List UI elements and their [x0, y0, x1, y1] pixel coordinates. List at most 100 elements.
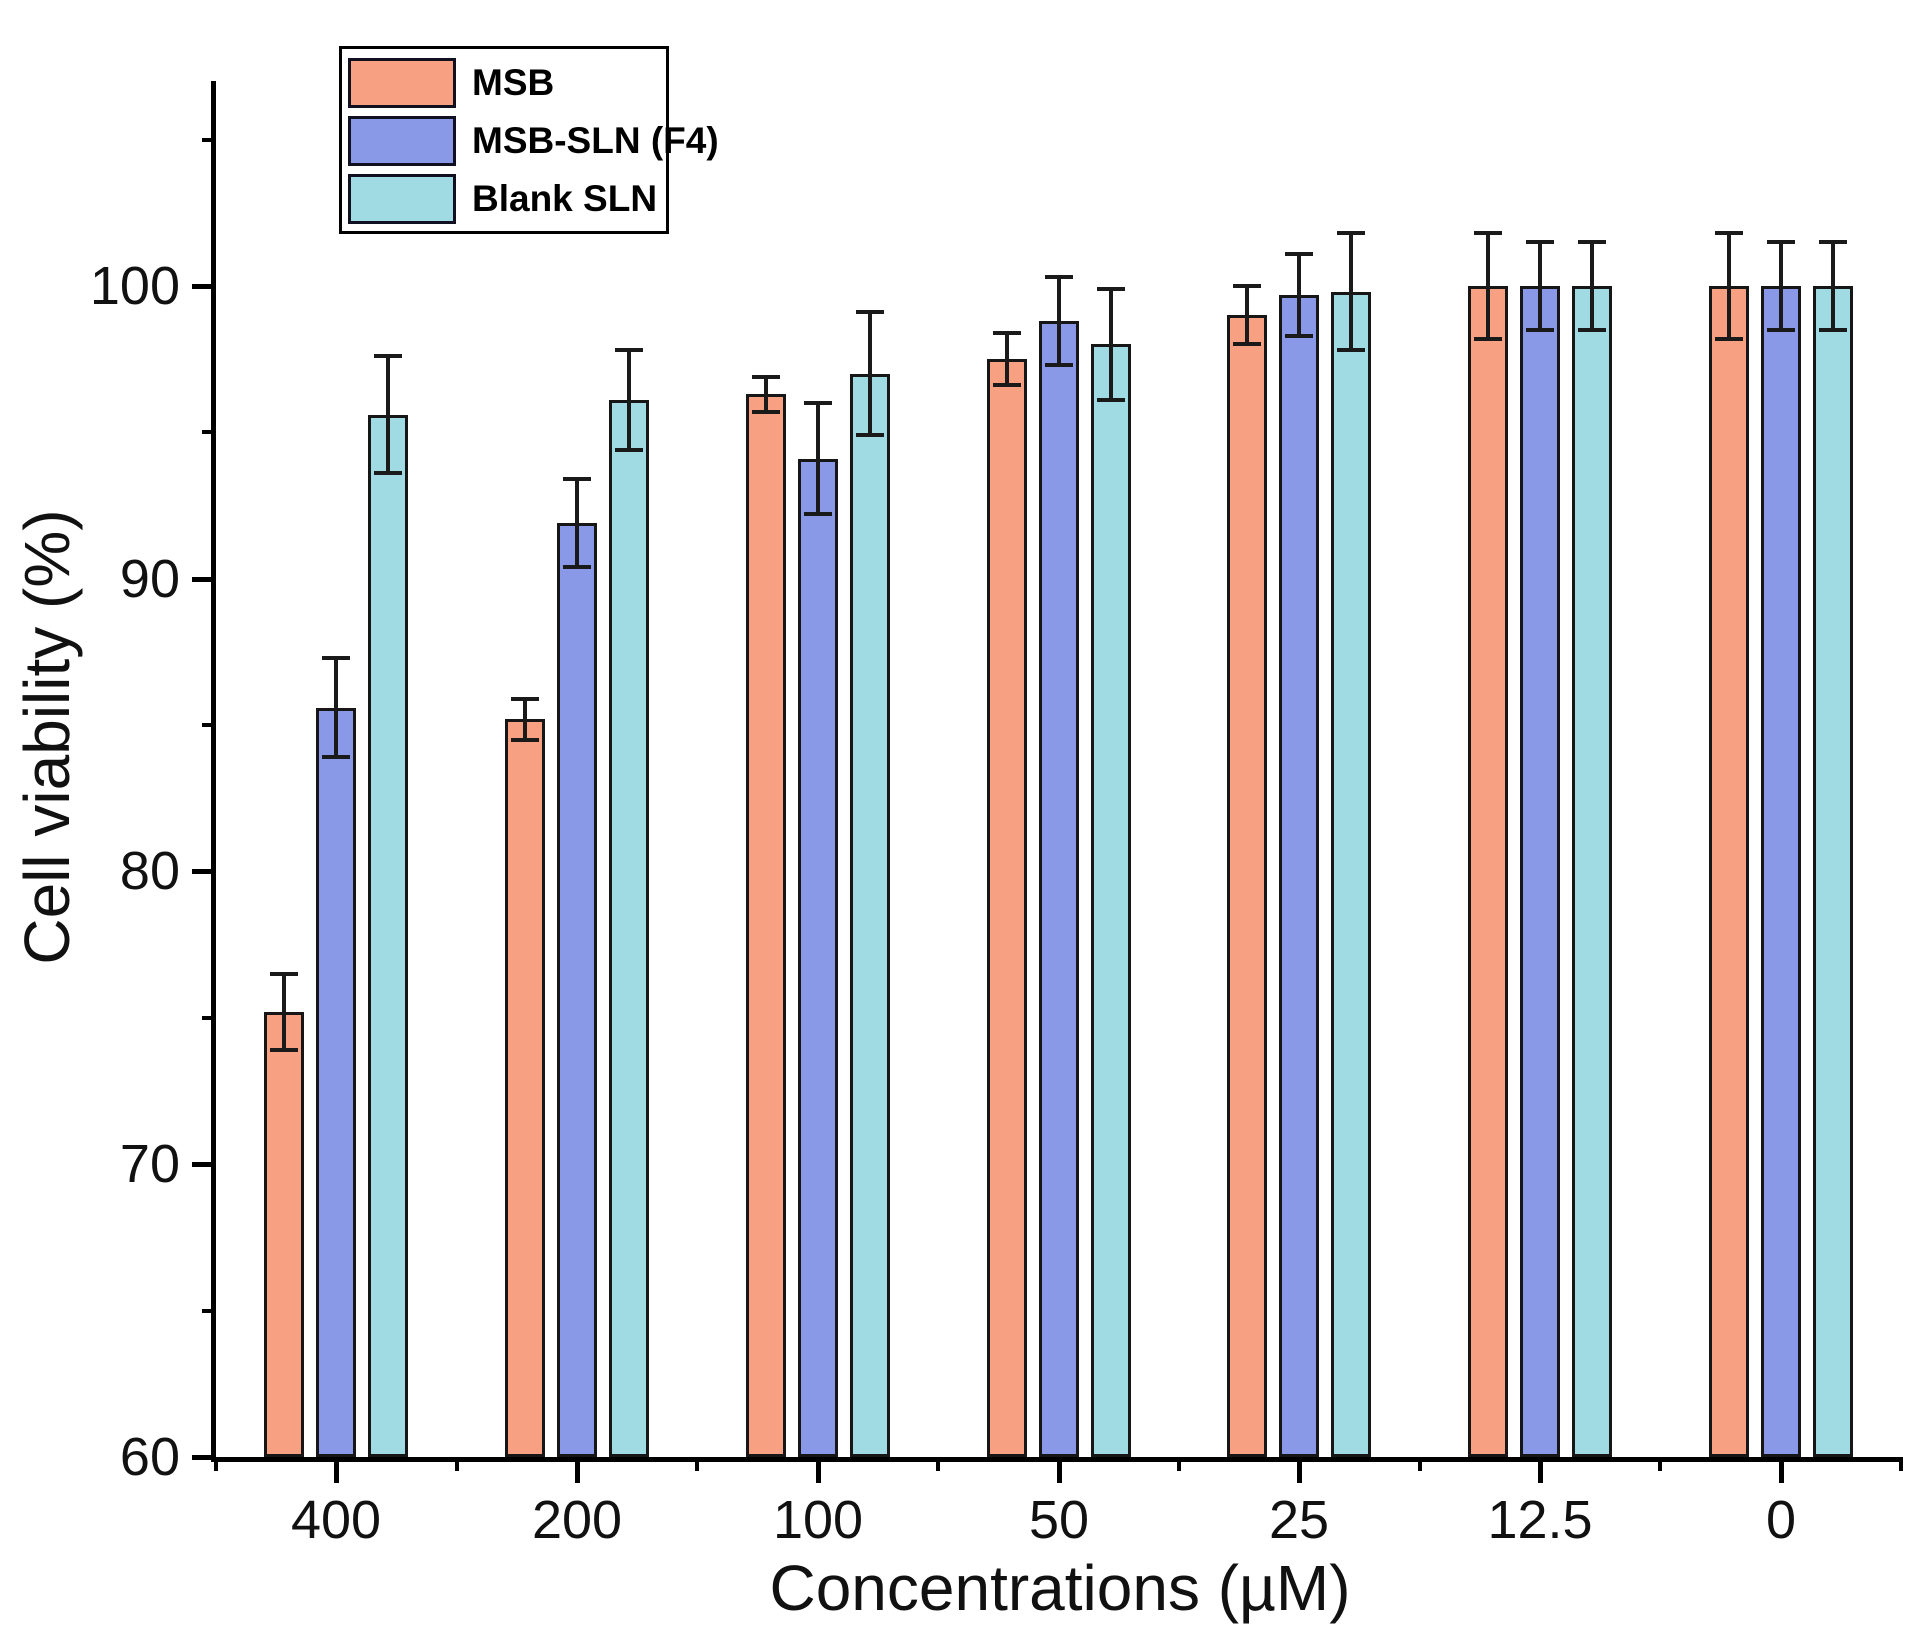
- x-tick-label-12.5: 12.5: [1487, 1490, 1593, 1550]
- x-minor-tick-0: [214, 1457, 218, 1471]
- bar-blank-sln-12.5: [1572, 286, 1612, 1457]
- legend-item-blank-sln: Blank SLN: [348, 170, 666, 228]
- error-bar-msb-400: [282, 974, 286, 1050]
- error-bar-msb-sln-f4-100-cap-bottom: [804, 512, 832, 516]
- x-major-tick-50: [1057, 1457, 1062, 1483]
- error-bar-blank-sln-200: [627, 350, 631, 450]
- error-bar-msb-sln-f4-400-cap-top: [322, 656, 350, 660]
- y-minor-tick-95: [202, 430, 216, 434]
- error-bar-msb-50-cap-bottom: [993, 383, 1021, 387]
- error-bar-msb-sln-f4-200-cap-bottom: [563, 565, 591, 569]
- error-bar-msb-200: [523, 699, 527, 740]
- error-bar-msb-100: [764, 377, 768, 412]
- error-bar-blank-sln-50-cap-top: [1097, 287, 1125, 291]
- error-bar-blank-sln-25: [1349, 233, 1353, 350]
- bar-msb-sln-f4-25: [1279, 295, 1319, 1457]
- x-minor-tick-7: [1899, 1457, 1903, 1471]
- x-minor-tick-5: [1418, 1457, 1422, 1471]
- error-bar-msb-sln-f4-0: [1779, 242, 1783, 330]
- y-tick-label-80: 80: [119, 841, 180, 901]
- error-bar-blank-sln-200-cap-top: [615, 348, 643, 352]
- error-bar-msb-sln-f4-12.5-cap-top: [1526, 240, 1554, 244]
- y-major-tick-80: [192, 869, 216, 874]
- bar-msb-sln-f4-12.5: [1520, 286, 1560, 1457]
- error-bar-msb-sln-f4-25: [1297, 254, 1301, 336]
- y-axis-title: Cell viability (%): [11, 509, 83, 965]
- bar-blank-sln-50: [1091, 344, 1131, 1457]
- legend-item-msb: MSB: [348, 54, 666, 112]
- x-major-tick-0: [1779, 1457, 1784, 1483]
- x-minor-tick-1: [455, 1457, 459, 1471]
- error-bar-blank-sln-100: [868, 312, 872, 435]
- error-bar-msb-200-cap-top: [511, 697, 539, 701]
- legend: MSB MSB-SLN (F4) Blank SLN: [339, 46, 719, 234]
- x-minor-tick-2: [695, 1457, 699, 1471]
- x-minor-tick-4: [1177, 1457, 1181, 1471]
- error-bar-msb-400-cap-bottom: [270, 1048, 298, 1052]
- error-bar-blank-sln-100-cap-bottom: [856, 433, 884, 437]
- x-major-tick-12.5: [1538, 1457, 1543, 1483]
- error-bar-msb-12.5-cap-bottom: [1474, 337, 1502, 341]
- bar-msb-25: [1227, 315, 1267, 1457]
- error-bar-msb-sln-f4-50-cap-bottom: [1045, 363, 1073, 367]
- bar-msb-sln-f4-400: [316, 708, 356, 1457]
- error-bar-blank-sln-12.5-cap-bottom: [1578, 328, 1606, 332]
- error-bar-msb-0-cap-top: [1715, 231, 1743, 235]
- error-bar-blank-sln-25-cap-top: [1337, 231, 1365, 235]
- x-tick-label-100: 100: [772, 1490, 864, 1550]
- error-bar-msb-sln-f4-12.5-cap-bottom: [1526, 328, 1554, 332]
- error-bar-blank-sln-100-cap-top: [856, 310, 884, 314]
- legend-item-msb-sln-f4: MSB-SLN (F4): [348, 112, 719, 170]
- error-bar-msb-sln-f4-0-cap-top: [1767, 240, 1795, 244]
- error-bar-msb-400-cap-top: [270, 972, 298, 976]
- error-bar-blank-sln-0-cap-top: [1819, 240, 1847, 244]
- legend-swatch-msb: [348, 58, 456, 108]
- legend-swatch-blank-sln: [348, 174, 456, 224]
- error-bar-msb-sln-f4-400-cap-bottom: [322, 755, 350, 759]
- y-minor-tick-65: [202, 1309, 216, 1313]
- error-bar-msb-25-cap-bottom: [1233, 342, 1261, 346]
- error-bar-blank-sln-0-cap-bottom: [1819, 328, 1847, 332]
- x-tick-label-200: 200: [531, 1490, 623, 1550]
- y-major-tick-60: [192, 1455, 216, 1460]
- y-minor-tick-75: [202, 1016, 216, 1020]
- bar-msb-0: [1709, 286, 1749, 1457]
- error-bar-msb-50: [1005, 333, 1009, 386]
- legend-label-blank-sln: Blank SLN: [472, 178, 658, 219]
- bar-msb-sln-f4-50: [1039, 321, 1079, 1457]
- x-minor-tick-3: [936, 1457, 940, 1471]
- error-bar-msb-50-cap-top: [993, 331, 1021, 335]
- error-bar-blank-sln-0: [1831, 242, 1835, 330]
- y-minor-tick-85: [202, 723, 216, 727]
- error-bar-blank-sln-400: [386, 356, 390, 473]
- x-tick-label-0: 0: [1765, 1490, 1797, 1550]
- x-major-tick-400: [334, 1457, 339, 1483]
- error-bar-msb-sln-f4-400: [334, 658, 338, 758]
- error-bar-blank-sln-200-cap-bottom: [615, 448, 643, 452]
- legend-label-msb-sln-f4: MSB-SLN (F4): [472, 120, 719, 161]
- error-bar-msb-sln-f4-12.5: [1538, 242, 1542, 330]
- x-minor-tick-6: [1658, 1457, 1662, 1471]
- x-tick-label-50: 50: [1028, 1490, 1090, 1550]
- error-bar-blank-sln-12.5-cap-top: [1578, 240, 1606, 244]
- plot-area: [211, 81, 1901, 1462]
- bar-msb-sln-f4-0: [1761, 286, 1801, 1457]
- x-axis-title: Concentrations (µM): [769, 1552, 1351, 1624]
- bar-msb-100: [746, 394, 786, 1457]
- y-major-tick-100: [192, 284, 216, 289]
- error-bar-msb-25: [1245, 286, 1249, 345]
- y-tick-label-90: 90: [119, 549, 180, 609]
- bar-msb-50: [987, 359, 1027, 1457]
- error-bar-msb-100-cap-top: [752, 375, 780, 379]
- error-bar-msb-sln-f4-200-cap-top: [563, 477, 591, 481]
- bar-blank-sln-0: [1813, 286, 1853, 1457]
- error-bar-msb-0: [1727, 233, 1731, 338]
- error-bar-msb-sln-f4-100: [816, 403, 820, 514]
- error-bar-blank-sln-50: [1109, 289, 1113, 400]
- error-bar-msb-sln-f4-0-cap-bottom: [1767, 328, 1795, 332]
- error-bar-blank-sln-25-cap-bottom: [1337, 348, 1365, 352]
- bar-blank-sln-400: [368, 415, 408, 1457]
- error-bar-msb-100-cap-bottom: [752, 410, 780, 414]
